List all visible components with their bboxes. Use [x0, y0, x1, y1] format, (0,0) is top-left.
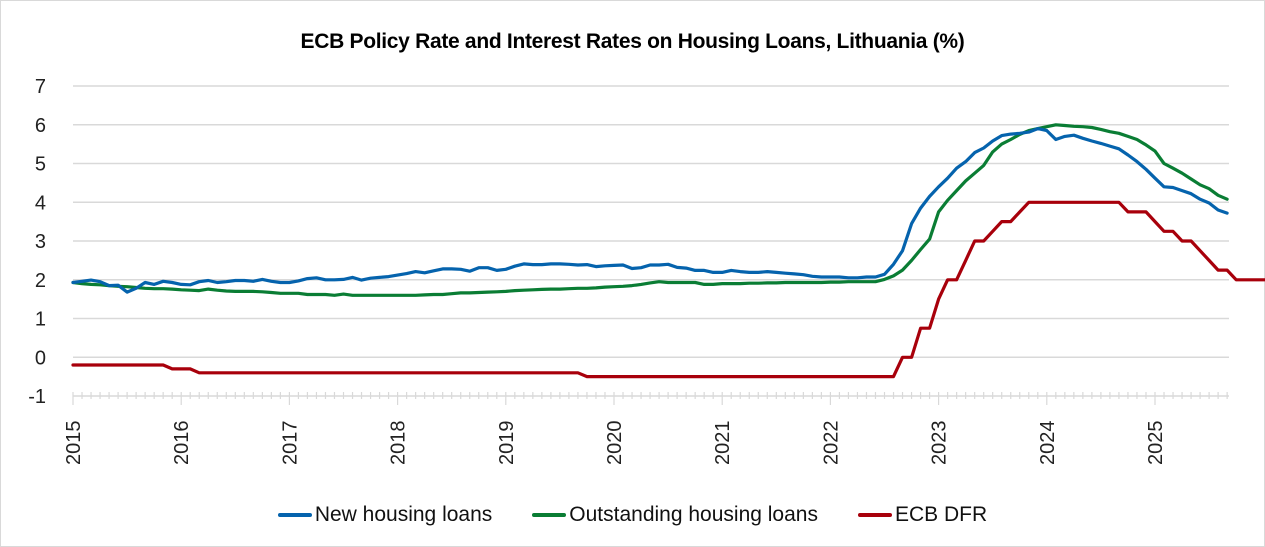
x-axis: 2015 2016 2017 2018 2019 2020 2021 2022 2023 2024… — [63, 392, 1229, 465]
gridlines — [73, 85, 1229, 358]
y-tick-label: 7 — [35, 76, 46, 98]
y-tick-label: 2 — [35, 270, 46, 292]
y-tick-label: 0 — [35, 347, 46, 369]
series-line-ecb-dfr — [71, 200, 1265, 379]
legend-label: Outstanding housing loans — [569, 503, 818, 526]
x-tick-label: 2016 — [171, 421, 193, 466]
legend-item-ecb-dfr: ECB DFR — [857, 503, 988, 527]
legend-swatch-outstanding-icon — [532, 513, 567, 517]
legend-item-outstanding-housing-loans: Outstanding housing loans — [532, 503, 818, 527]
x-tick-label: 2020 — [604, 421, 626, 466]
x-tick-label: 2022 — [820, 421, 842, 466]
series-lines — [71, 123, 1265, 379]
legend-item-new-housing-loans: New housing loans — [277, 503, 493, 527]
y-tick-label: -1 — [28, 386, 46, 408]
legend-label: New housing loans — [314, 503, 493, 526]
y-tick-label: 1 — [35, 309, 46, 331]
y-tick-label: 4 — [35, 192, 46, 214]
y-axis: -1 0 1 2 3 4 5 6 7 — [28, 76, 46, 408]
y-tick-label: 5 — [35, 154, 46, 176]
x-tick-label: 2018 — [388, 421, 410, 466]
series-line-new-housing-loans — [71, 127, 1229, 294]
x-tick-label: 2023 — [929, 421, 951, 466]
legend-swatch-new-icon — [277, 513, 312, 517]
series-line-outstanding-housing-loans — [71, 123, 1229, 297]
chart-title: ECB Policy Rate and Interest Rates on Ho… — [300, 30, 965, 53]
x-tick-label: 2017 — [279, 421, 301, 466]
x-tick-label: 2024 — [1037, 421, 1059, 466]
y-tick-label: 6 — [35, 115, 46, 137]
x-tick-label: 2025 — [1145, 421, 1167, 466]
y-tick-label: 3 — [35, 231, 46, 253]
x-tick-label: 2019 — [496, 421, 518, 466]
legend: New housing loans Outstanding housing lo… — [0, 503, 1265, 527]
x-tick-label: 2021 — [712, 421, 734, 466]
legend-label: ECB DFR — [894, 503, 988, 526]
x-tick-label: 2015 — [63, 421, 85, 466]
legend-swatch-dfr-icon — [857, 513, 892, 517]
